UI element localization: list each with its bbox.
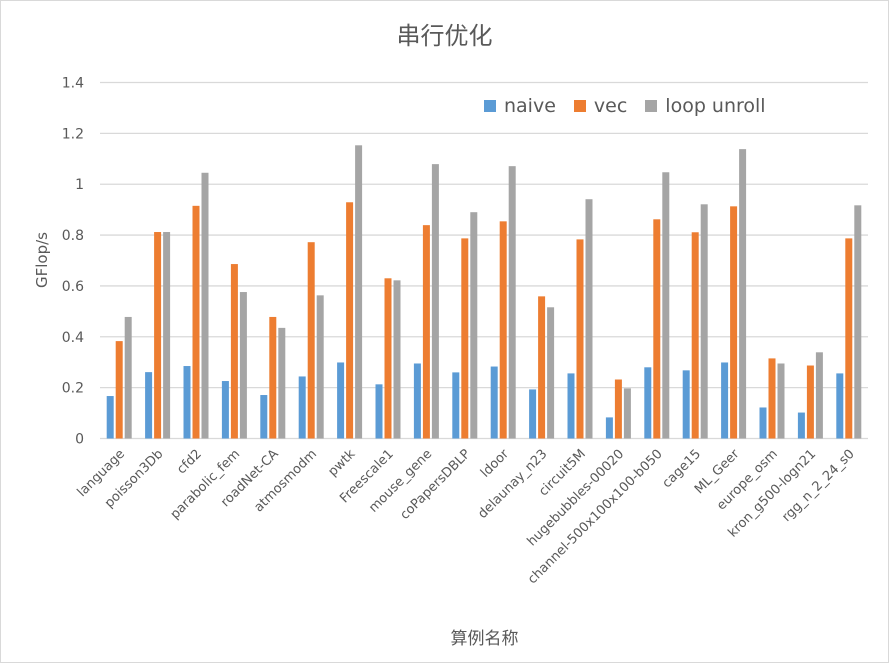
bar-loop-unroll xyxy=(163,232,171,439)
bar-loop-unroll xyxy=(739,149,747,439)
x-tick-label: delaunay_n23 xyxy=(475,447,550,522)
bar-loop-unroll xyxy=(393,280,401,439)
x-tick-label: rgg_n_2_24_s0 xyxy=(779,447,857,525)
bar-loop-unroll xyxy=(623,388,631,439)
y-tick-label: 0.6 xyxy=(62,279,84,295)
legend-swatch-loop-unroll xyxy=(645,100,658,112)
bar-vec xyxy=(230,264,238,439)
y-tick-label: 0.2 xyxy=(62,381,84,397)
bar-vec xyxy=(845,238,853,439)
bar-vec xyxy=(346,202,354,439)
bar-naive xyxy=(452,372,460,439)
x-axis-title: 算例名称 xyxy=(450,629,519,649)
bar-loop-unroll xyxy=(316,295,324,439)
y-tick-label: 1 xyxy=(75,177,84,193)
bar-loop-unroll xyxy=(777,363,785,439)
bar-vec xyxy=(307,242,315,439)
bar-vec xyxy=(499,221,507,439)
legend-item-loop-unroll: loop unroll xyxy=(645,95,766,117)
legend-label-loop-unroll: loop unroll xyxy=(665,95,766,117)
bar-loop-unroll xyxy=(508,166,516,439)
legend-swatch-naive xyxy=(484,100,496,112)
bar-naive xyxy=(413,363,421,439)
bar-vec xyxy=(192,205,200,439)
bar-naive xyxy=(529,389,537,439)
bar-vec xyxy=(461,238,469,439)
bar-naive xyxy=(567,373,575,439)
chart-title: 串行优化 xyxy=(396,22,493,50)
bar-naive xyxy=(183,366,191,439)
bar-naive xyxy=(797,412,805,439)
bar-loop-unroll xyxy=(662,172,670,439)
bar-naive xyxy=(605,417,613,439)
bar-vec xyxy=(384,278,392,439)
bar-loop-unroll xyxy=(547,307,555,439)
bar-loop-unroll xyxy=(815,352,823,439)
bar-vec xyxy=(653,219,661,439)
bar-vec xyxy=(538,296,546,439)
x-tick-label: coPapersDBLP xyxy=(397,447,473,523)
bar-naive xyxy=(721,362,729,439)
bar-naive xyxy=(644,367,652,439)
bar-vec xyxy=(768,358,776,439)
bar-naive xyxy=(260,395,268,439)
legend-label-vec: vec xyxy=(593,95,628,117)
legend-label-naive: naive xyxy=(504,95,556,117)
bar-loop-unroll xyxy=(355,145,363,439)
y-tick-label: 0.4 xyxy=(62,330,84,346)
legend-swatch-vec xyxy=(573,100,586,112)
bar-vec xyxy=(730,206,738,439)
bar-vec xyxy=(115,341,123,439)
bar-vec xyxy=(269,316,277,439)
bar-vec xyxy=(614,379,622,439)
bar-loop-unroll xyxy=(700,204,708,439)
bar-naive xyxy=(759,407,767,439)
bar-vec xyxy=(691,232,699,439)
bar-naive xyxy=(490,366,498,439)
x-tick-label: ldoor xyxy=(478,446,512,480)
bar-naive xyxy=(337,362,345,439)
bar-vec xyxy=(422,225,430,439)
y-tick-label: 1.4 xyxy=(62,76,84,92)
bar-loop-unroll xyxy=(278,327,286,439)
bar-naive xyxy=(836,373,844,439)
legend: naive vec loop unroll xyxy=(484,95,784,117)
legend-item-vec: vec xyxy=(573,95,628,117)
bar-naive xyxy=(682,370,690,439)
bar-loop-unroll xyxy=(239,292,247,439)
bar-vec xyxy=(576,239,584,439)
y-tick-label: 0.8 xyxy=(62,228,84,244)
bar-loop-unroll xyxy=(585,199,593,439)
bar-vec xyxy=(154,232,162,439)
x-tick-label: pwtk xyxy=(326,446,359,479)
bar-loop-unroll xyxy=(201,172,209,439)
bar-naive xyxy=(106,396,114,439)
bar-loop-unroll xyxy=(124,316,132,439)
bar-naive xyxy=(375,384,383,439)
y-tick-label: 0 xyxy=(75,432,84,448)
bar-loop-unroll xyxy=(854,205,862,439)
bar-naive xyxy=(298,376,306,439)
legend-item-naive: naive xyxy=(484,95,556,117)
y-tick-label: 1.2 xyxy=(62,126,84,142)
bar-naive xyxy=(221,381,229,439)
bar-naive xyxy=(145,372,153,439)
bar-loop-unroll xyxy=(431,164,439,439)
bar-loop-unroll xyxy=(470,212,478,439)
x-tick-label: cfd2 xyxy=(174,447,205,478)
bar-vec xyxy=(806,365,814,439)
